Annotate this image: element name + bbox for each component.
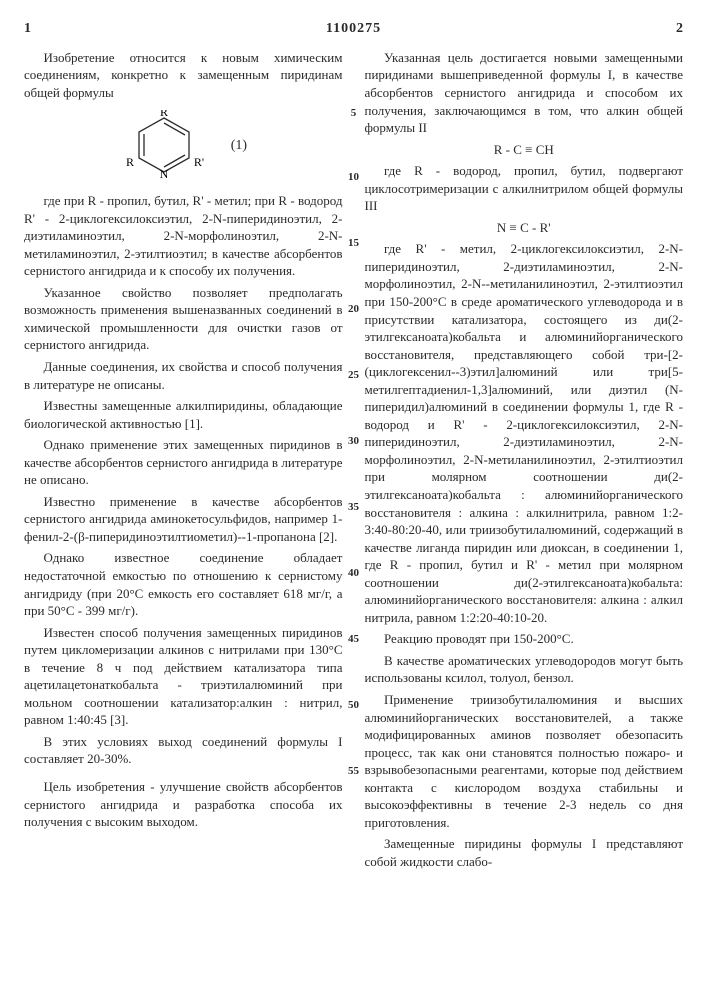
formula-2: R - C ≡ CH	[365, 141, 684, 159]
para: Известен способ получения замещенных пир…	[24, 624, 343, 729]
patent-number: 1100275	[326, 20, 381, 39]
left-column: Изобретение относится к новым химическим…	[24, 49, 343, 875]
para: В качестве ароматических углеводородов м…	[365, 652, 684, 687]
line-marker: 45	[348, 632, 359, 647]
line-marker: 50	[348, 698, 359, 713]
line-marker: 30	[348, 434, 359, 449]
right-column: Указанная цель достигается новыми замеще…	[365, 49, 684, 875]
para: Известно применение в качестве абсорбент…	[24, 493, 343, 546]
structural-formula-1: R R R' N (1)	[24, 110, 343, 185]
para: Указанное свойство позволяет предполагат…	[24, 284, 343, 354]
line-marker: 15	[348, 236, 359, 251]
svg-text:R: R	[126, 155, 134, 169]
para: где R - водород, пропил, бутил, подверга…	[365, 162, 684, 215]
svg-text:R': R'	[194, 155, 204, 169]
page-left: 1	[24, 20, 31, 39]
line-marker: 5	[351, 106, 357, 121]
line-marker: 40	[348, 566, 359, 581]
svg-text:R: R	[160, 110, 168, 119]
line-marker: 20	[348, 302, 359, 317]
line-marker: 55	[348, 764, 359, 779]
para: Замещенные пиридины формулы I представля…	[365, 835, 684, 870]
para: где при R - пропил, бутил, R' - метил; п…	[24, 192, 343, 280]
line-marker: 10	[348, 170, 359, 185]
para: В этих условиях выход соединений формулы…	[24, 733, 343, 768]
para: Однако применение этих замещенных пириди…	[24, 436, 343, 489]
para: Указанная цель достигается новыми замеще…	[365, 49, 684, 137]
para: где R' - метил, 2-циклогексилоксиэтил, 2…	[365, 240, 684, 626]
line-marker: 35	[348, 500, 359, 515]
formula-number: (1)	[231, 137, 247, 156]
para: Однако известное соединение обладает нед…	[24, 549, 343, 619]
line-marker: 25	[348, 368, 359, 383]
para: Известны замещенные алкилпиридины, облад…	[24, 397, 343, 432]
para: Изобретение относится к новым химическим…	[24, 49, 343, 102]
para: Применение триизобутилалюминия и высших …	[365, 691, 684, 831]
header-row: 1 1100275 2	[24, 20, 683, 39]
para: Данные соединения, их свойства и способ …	[24, 358, 343, 393]
page-wrapper: 1 1100275 2 Изобретение относится к новы…	[24, 20, 683, 875]
para: Реакцию проводят при 150-200°С.	[365, 630, 684, 648]
pyridine-ring-icon: R R R' N	[119, 110, 209, 180]
svg-text:N: N	[160, 167, 169, 180]
page-right: 2	[676, 20, 683, 39]
formula-3: N ≡ C - R'	[365, 219, 684, 237]
para: Цель изобретения - улучшение свойств абс…	[24, 778, 343, 831]
